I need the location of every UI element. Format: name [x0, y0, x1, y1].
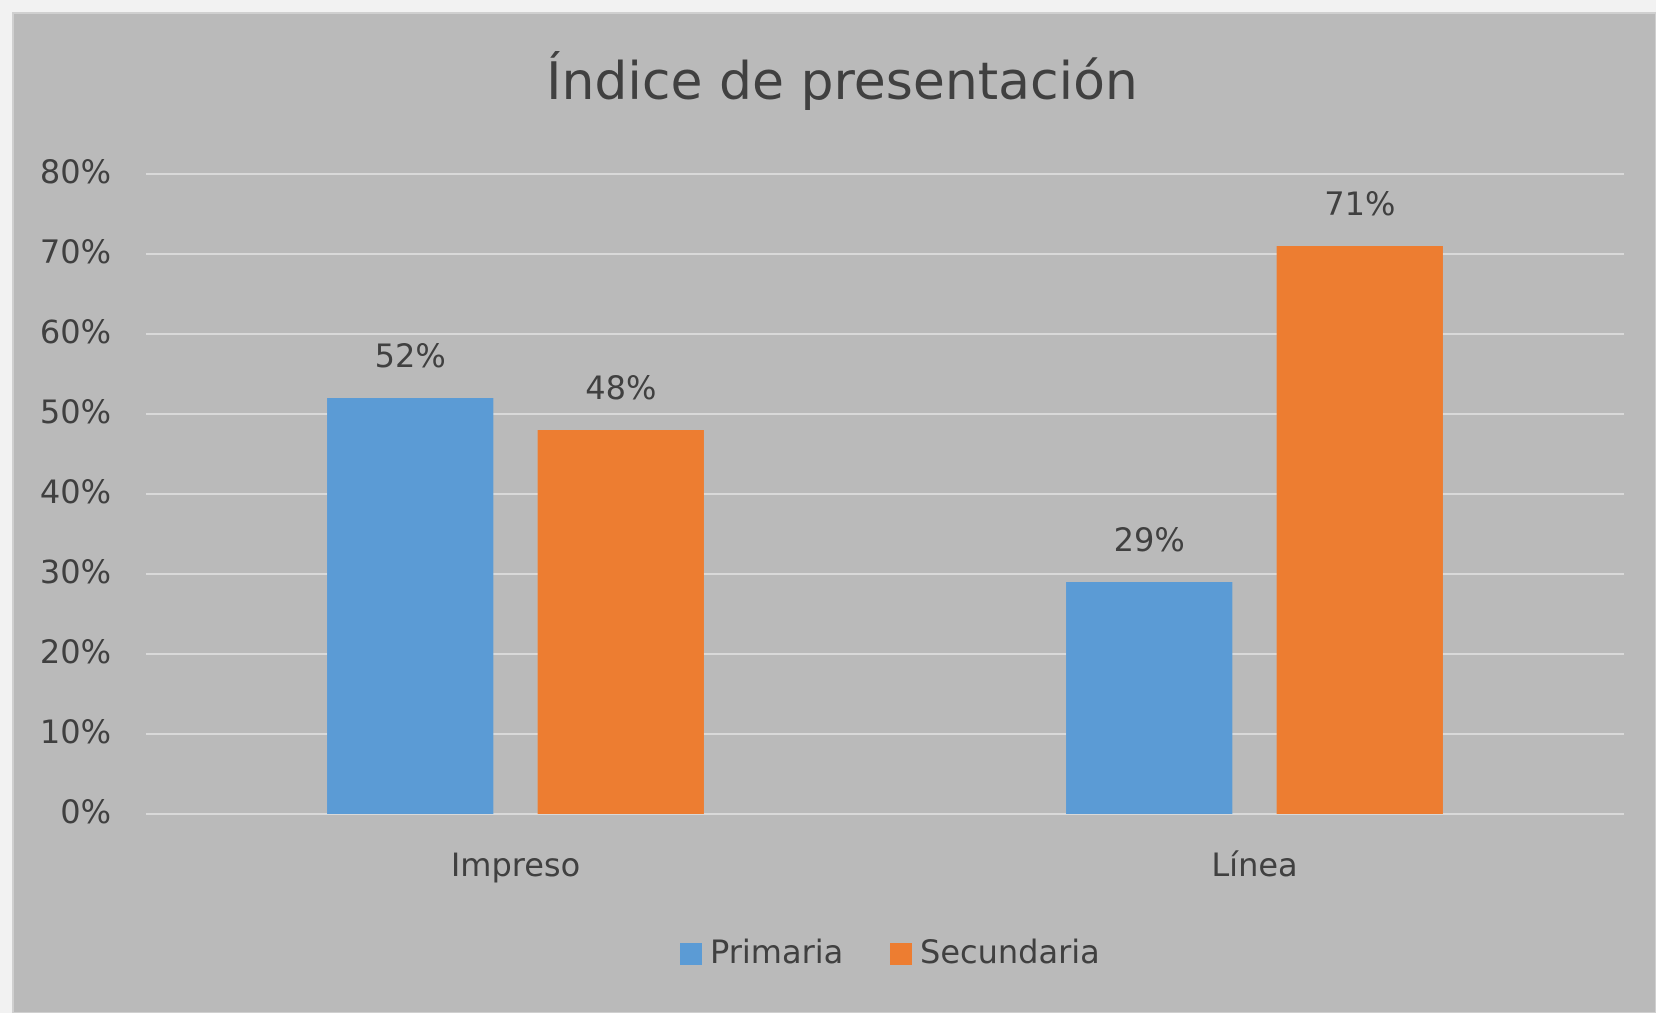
y-tick-label: 0%	[60, 793, 111, 831]
bar	[537, 430, 704, 814]
chart-title: Índice de presentación	[546, 51, 1138, 112]
bar	[1066, 582, 1233, 814]
y-tick-label: 20%	[40, 633, 111, 671]
x-tick-label: Línea	[1211, 846, 1297, 884]
value-label: 48%	[585, 369, 656, 407]
y-tick-label: 80%	[40, 153, 111, 191]
legend-swatch	[680, 943, 702, 965]
y-tick-label: 60%	[40, 313, 111, 351]
value-label: 52%	[375, 337, 446, 375]
legend-swatch	[890, 943, 912, 965]
bar	[327, 398, 494, 814]
bar	[1276, 246, 1443, 814]
y-tick-label: 40%	[40, 473, 111, 511]
y-tick-label: 70%	[40, 233, 111, 271]
y-tick-label: 50%	[40, 393, 111, 431]
legend-label: Secundaria	[920, 933, 1100, 971]
y-tick-label: 10%	[40, 713, 111, 751]
legend-label: Primaria	[710, 933, 843, 971]
value-label: 71%	[1324, 185, 1395, 223]
value-label: 29%	[1114, 521, 1185, 559]
x-tick-label: Impreso	[451, 846, 580, 884]
y-tick-label: 30%	[40, 553, 111, 591]
